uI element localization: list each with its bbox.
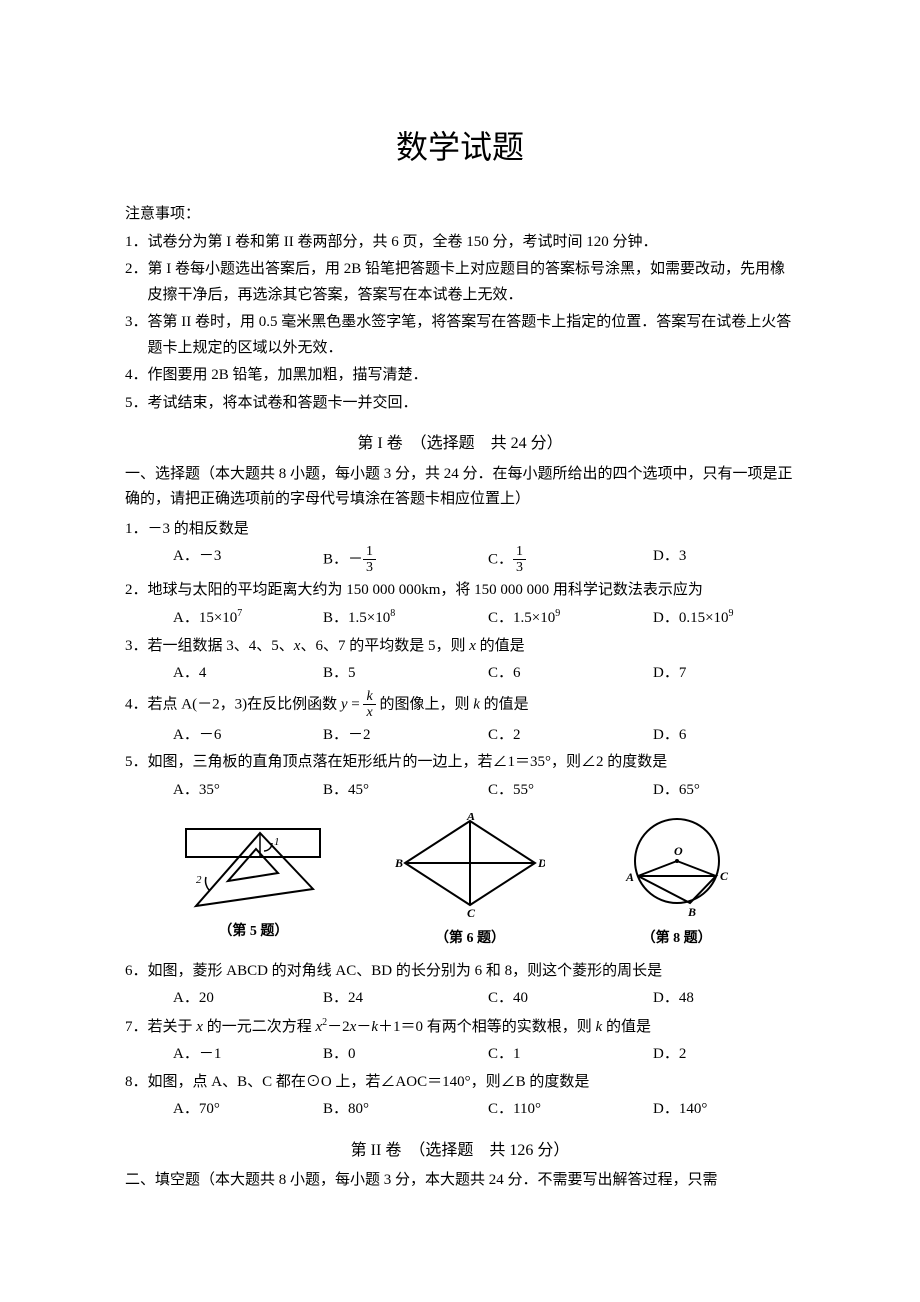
question-4-options: A．－6 B．－2 C．2 D．6 [125, 723, 795, 749]
question-8-options: A．70° B．80° C．110° D．140° [125, 1097, 795, 1123]
question-2-options: A．15×107 B．1.5×108 C．1.5×109 D．0.15×109 [125, 605, 795, 632]
option-c: C．1 [488, 1042, 653, 1068]
figure-5-svg: 1 2 [178, 821, 328, 916]
svg-text:C: C [467, 906, 476, 920]
option-d: D．2 [653, 1042, 686, 1068]
option-a: A．－3 [173, 544, 323, 576]
question-4-text: 4．若点 A(－2，3)在反比例函数 y = kx 的图像上，则 k 的值是 [125, 689, 795, 721]
question-5: 5．如图，三角板的直角顶点落在矩形纸片的一边上，若∠1＝35°，则∠2 的度数是… [125, 750, 795, 803]
option-b: B．－2 [323, 723, 488, 749]
option-c: C．13 [488, 544, 653, 576]
option-b: B．0 [323, 1042, 488, 1068]
question-5-options: A．35° B．45° C．55° D．65° [125, 778, 795, 804]
question-6-options: A．20 B．24 C．40 D．48 [125, 986, 795, 1012]
option-a: A．－6 [173, 723, 323, 749]
instruction-item: 2．第 I 卷每小题选出答案后，用 2B 铅笔把答题卡上对应题目的答案标号涂黑，… [125, 257, 795, 308]
question-2-text: 2．地球与太阳的平均距离大约为 150 000 000km，将 150 000 … [125, 578, 795, 604]
option-d: D．48 [653, 986, 694, 1012]
question-8: 8．如图，点 A、B、C 都在⊙O 上，若∠AOC＝140°，则∠B 的度数是 … [125, 1070, 795, 1123]
question-3-options: A．4 B．5 C．6 D．7 [125, 661, 795, 687]
option-d: D．6 [653, 723, 686, 749]
option-d: D．140° [653, 1097, 707, 1123]
option-a: A．35° [173, 778, 323, 804]
question-7-text: 7．若关于 x 的一元二次方程 x2－2x－k＋1＝0 有两个相等的实数根，则 … [125, 1014, 795, 1041]
option-d: D．65° [653, 778, 700, 804]
figures-row: 1 2 （第 5 题） A B C D （第 6 题） O A B C [125, 813, 795, 951]
question-4: 4．若点 A(－2，3)在反比例函数 y = kx 的图像上，则 k 的值是 A… [125, 689, 795, 748]
svg-text:O: O [674, 844, 683, 858]
instruction-item: 4．作图要用 2B 铅笔，加黑加粗，描写清楚． [125, 363, 795, 389]
question-6: 6．如图，菱形 ABCD 的对角线 AC、BD 的长分别为 6 和 8，则这个菱… [125, 959, 795, 1012]
option-b: B．24 [323, 986, 488, 1012]
option-c: C．55° [488, 778, 653, 804]
option-c: C．2 [488, 723, 653, 749]
figure-8: O A B C （第 8 题） [612, 813, 742, 951]
option-a: A．15×107 [173, 605, 323, 632]
option-c: C．40 [488, 986, 653, 1012]
option-a: A．20 [173, 986, 323, 1012]
question-8-text: 8．如图，点 A、B、C 都在⊙O 上，若∠AOC＝140°，则∠B 的度数是 [125, 1070, 795, 1096]
option-b: B．1.5×108 [323, 605, 488, 632]
question-2: 2．地球与太阳的平均距离大约为 150 000 000km，将 150 000 … [125, 578, 795, 632]
instructions-header: 注意事项： [125, 202, 795, 228]
option-c: C．6 [488, 661, 653, 687]
figure-6-svg: A B C D [395, 813, 545, 923]
figure-5-caption: （第 5 题） [178, 920, 328, 944]
svg-text:D: D [537, 856, 545, 870]
question-7-options: A．－1 B．0 C．1 D．2 [125, 1042, 795, 1068]
option-d: D．7 [653, 661, 686, 687]
instructions-block: 注意事项： 1．试卷分为第 I 卷和第 II 卷两部分，共 6 页，全卷 150… [125, 202, 795, 416]
option-d: D．0.15×109 [653, 605, 734, 632]
svg-text:C: C [720, 869, 729, 883]
question-6-text: 6．如图，菱形 ABCD 的对角线 AC、BD 的长分别为 6 和 8，则这个菱… [125, 959, 795, 985]
part1-desc: 一、选择题（本大题共 8 小题，每小题 3 分，共 24 分．在每小题所给出的四… [125, 462, 795, 513]
svg-text:B: B [395, 856, 403, 870]
question-7: 7．若关于 x 的一元二次方程 x2－2x－k＋1＝0 有两个相等的实数根，则 … [125, 1014, 795, 1068]
option-b: B．80° [323, 1097, 488, 1123]
page-title: 数学试题 [125, 120, 795, 174]
part1-header: 第 I 卷 （选择题 共 24 分） [125, 430, 795, 457]
question-1: 1．－3 的相反数是 A．－3 B．－13 C．13 D．3 [125, 517, 795, 576]
question-3-text: 3．若一组数据 3、4、5、x、6、7 的平均数是 5，则 x 的值是 [125, 634, 795, 660]
figure-6-caption: （第 6 题） [395, 927, 545, 951]
svg-text:B: B [687, 905, 696, 919]
option-a: A．4 [173, 661, 323, 687]
figure-8-caption: （第 8 题） [612, 927, 742, 951]
option-b: B．5 [323, 661, 488, 687]
instruction-item: 5．考试结束，将本试卷和答题卡一并交回． [125, 391, 795, 417]
option-c: C．110° [488, 1097, 653, 1123]
figure-6: A B C D （第 6 题） [395, 813, 545, 951]
svg-text:A: A [625, 870, 634, 884]
option-b: B．45° [323, 778, 488, 804]
option-a: A．70° [173, 1097, 323, 1123]
svg-text:A: A [466, 813, 475, 823]
svg-text:2: 2 [196, 874, 202, 886]
figure-5: 1 2 （第 5 题） [178, 821, 328, 944]
question-5-text: 5．如图，三角板的直角顶点落在矩形纸片的一边上，若∠1＝35°，则∠2 的度数是 [125, 750, 795, 776]
instruction-item: 1．试卷分为第 I 卷和第 II 卷两部分，共 6 页，全卷 150 分，考试时… [125, 230, 795, 256]
question-3: 3．若一组数据 3、4、5、x、6、7 的平均数是 5，则 x 的值是 A．4 … [125, 634, 795, 687]
option-a: A．－1 [173, 1042, 323, 1068]
option-b: B．－13 [323, 544, 488, 576]
part2-desc: 二、填空题（本大题共 8 小题，每小题 3 分，本大题共 24 分．不需要写出解… [125, 1168, 795, 1194]
part2-header: 第 II 卷 （选择题 共 126 分） [125, 1137, 795, 1164]
option-c: C．1.5×109 [488, 605, 653, 632]
question-1-text: 1．－3 的相反数是 [125, 517, 795, 543]
instruction-item: 3．答第 II 卷时，用 0.5 毫米黑色墨水签字笔，将答案写在答题卡上指定的位… [125, 310, 795, 361]
svg-text:1: 1 [274, 836, 280, 848]
option-d: D．3 [653, 544, 686, 576]
question-1-options: A．－3 B．－13 C．13 D．3 [125, 544, 795, 576]
figure-8-svg: O A B C [612, 813, 742, 923]
